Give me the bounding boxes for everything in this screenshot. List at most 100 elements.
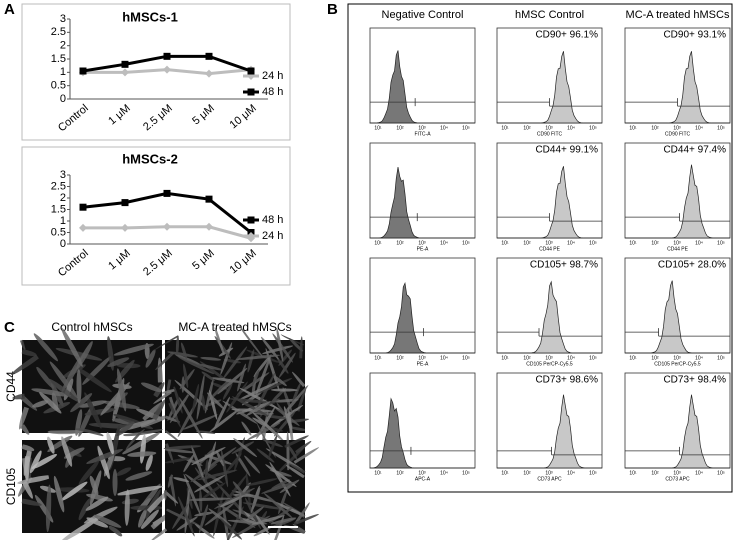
cell (268, 435, 278, 459)
legend-label: 48 h (262, 86, 283, 98)
gate (497, 98, 602, 107)
cell (276, 327, 284, 362)
point (79, 223, 87, 232)
panel-label: A (4, 1, 15, 18)
cell (33, 333, 59, 362)
histogram-frame (496, 27, 603, 124)
x-tick-label: Control (56, 102, 91, 134)
cell (237, 381, 279, 401)
cell (183, 454, 195, 473)
axis-tick: 10⁴ (567, 355, 575, 361)
axis-tick: 10⁴ (695, 355, 703, 361)
cell (271, 479, 291, 490)
percent-label: CD90+ 93.1% (663, 30, 726, 41)
cell (222, 382, 233, 400)
y-tick-label: 1.5 (51, 203, 66, 215)
cell (256, 448, 275, 463)
cell (138, 509, 147, 528)
cell (198, 504, 209, 534)
axis-tick: 10³ (545, 125, 553, 131)
cell (17, 349, 37, 357)
histogram (497, 51, 602, 124)
cell (245, 472, 251, 507)
cell (45, 484, 52, 533)
axis-tick: 10⁴ (567, 470, 575, 476)
cell (184, 488, 190, 534)
panel-label: B (327, 1, 338, 18)
histogram-frame (624, 27, 731, 124)
cell (253, 525, 273, 537)
y-tick-label: 1.5 (51, 53, 66, 65)
axis-tick: 10² (651, 240, 659, 246)
cell (192, 383, 200, 414)
y-tick-label: 2 (60, 40, 66, 52)
point (121, 199, 129, 207)
cell (203, 471, 223, 484)
cell (193, 475, 225, 493)
x-tick-label: 10 μM (227, 247, 258, 276)
y-tick-label: 2.5 (51, 180, 66, 192)
point (79, 67, 87, 75)
cell (288, 445, 298, 460)
x-tick-label: 1 μM (106, 102, 133, 127)
legend-marker (247, 232, 255, 240)
cell (238, 493, 242, 519)
axis-label: APC-A (415, 476, 431, 482)
cell (191, 445, 205, 481)
cell (232, 481, 244, 495)
axis-label: FITC-A (414, 131, 431, 137)
cell (175, 335, 180, 356)
gate (625, 328, 730, 337)
cell (265, 348, 280, 392)
axis-tick: 10³ (673, 470, 681, 476)
cell (48, 378, 80, 403)
axis-tick: 10⁵ (589, 470, 597, 476)
axis-tick: 10⁵ (462, 240, 470, 246)
cell (97, 445, 110, 480)
chart-frame (21, 3, 291, 141)
axis-tick: 10⁵ (717, 125, 725, 131)
column-header: MC-A treated hMSCs (626, 9, 730, 21)
y-tick-label: 1 (60, 215, 66, 227)
gate (625, 446, 730, 456)
cell (177, 495, 195, 537)
cell (279, 435, 309, 449)
cell (153, 329, 179, 352)
cell (176, 516, 198, 531)
gate (370, 98, 475, 107)
cell (108, 525, 123, 537)
cell (123, 428, 163, 437)
micrograph (150, 422, 323, 540)
cell (61, 327, 83, 367)
cell (140, 382, 163, 393)
cell (93, 514, 122, 528)
cell (140, 402, 163, 423)
cell (160, 441, 174, 464)
histogram-frame (624, 372, 731, 469)
cell (183, 363, 189, 389)
cell (140, 509, 159, 530)
cell (127, 451, 157, 457)
cell (213, 396, 231, 431)
cell (53, 475, 65, 513)
histogram (625, 51, 730, 124)
cell (247, 422, 281, 441)
percent-label: CD73+ 98.6% (535, 375, 598, 386)
legend-label: 24 h (262, 70, 283, 82)
cell (207, 378, 231, 402)
axis-tick: 10³ (673, 355, 681, 361)
point (163, 52, 171, 60)
cell (86, 517, 109, 528)
axis-tick: 10⁴ (440, 240, 448, 246)
gate (625, 213, 730, 222)
cell (244, 497, 261, 529)
point (247, 67, 255, 75)
column-header: Negative Control (382, 9, 464, 21)
cell (46, 436, 55, 454)
cell (163, 445, 202, 450)
histogram-frame (624, 142, 731, 239)
axis-tick: 10¹ (629, 355, 637, 361)
cell (39, 392, 62, 414)
cell (260, 336, 279, 360)
cell (232, 396, 272, 418)
